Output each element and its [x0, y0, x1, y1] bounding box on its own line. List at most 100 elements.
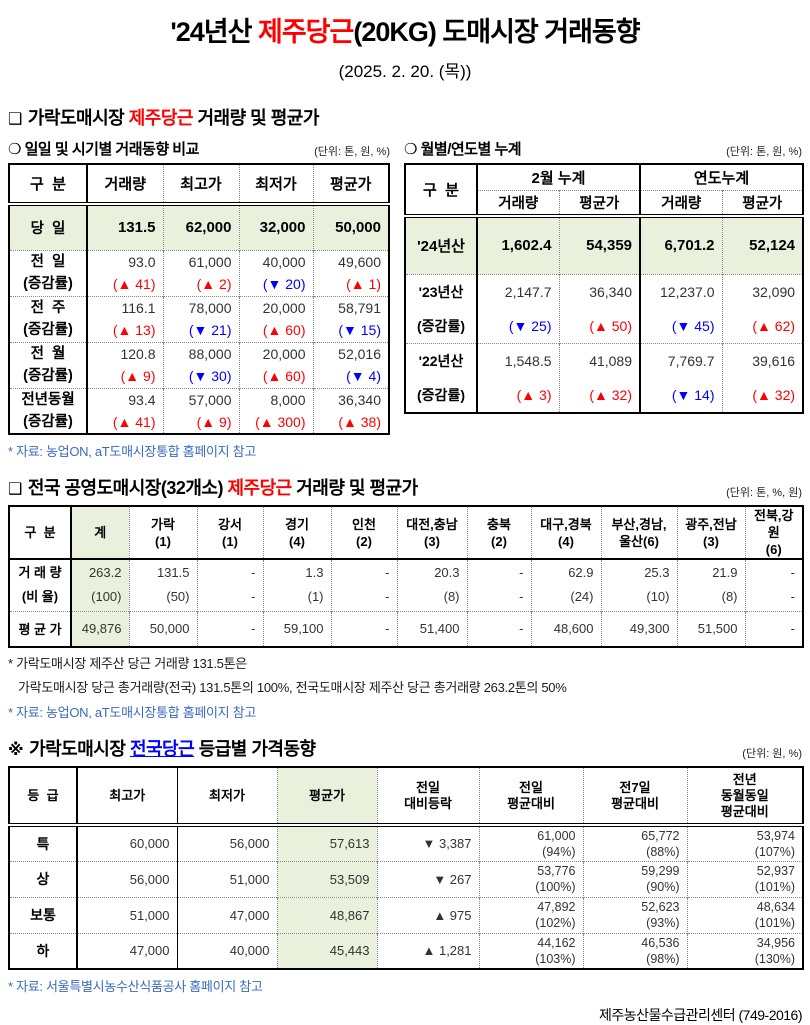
- source-footnote: * 자료: 농업ON, aT도매시장통합 홈페이지 참고: [8, 705, 256, 720]
- table-row: 상 56,000 51,000 53,509 ▼ 267 53,776 (100%…: [9, 861, 803, 897]
- column-header: 최저가: [176, 767, 277, 827]
- table-header-row: 구 분 거래량 최고가 최저가 평균가: [9, 164, 389, 206]
- value-cell: 52,124: [721, 216, 804, 274]
- table-header-row: 구 분 계 가락 (1) 강서 (1) 경기 (4) 인천 (2) 대전,충남 …: [9, 506, 803, 560]
- value-cell: 1,602.4: [476, 216, 559, 274]
- column-header: 대구,경북 (4): [530, 506, 601, 560]
- column-header: 계: [70, 506, 129, 560]
- table-subheader-row: 거래량 평균가 거래량 평균가: [405, 190, 804, 218]
- column-header: 최고가: [76, 767, 177, 827]
- value-cell: 62,000: [162, 204, 239, 250]
- change-value: (▼ 20): [262, 276, 306, 292]
- change-value: (▼ 15): [338, 322, 381, 338]
- change-value: (▲ 32): [589, 386, 633, 403]
- square-bullet-icon: ❑: [8, 111, 22, 128]
- change-value: (▲ 13): [112, 322, 156, 338]
- change-value: ▼ 267: [376, 861, 479, 897]
- column-header: 평균가: [558, 190, 641, 218]
- column-header: 부산,경남, 울산(6): [600, 506, 677, 560]
- column-header: 거래량: [86, 164, 163, 206]
- analysis-note-line1: * 가락도매시장 제주산 당근 거래량 131.5톤은: [8, 656, 247, 671]
- table-row: 전 월 (증감률) 120.8 (▲ 9) 88,000 (▼ 30) 20,000(…: [9, 342, 389, 388]
- daily-unit-label: (단위: 톤, 원, %): [314, 146, 390, 158]
- column-header: 대전,충남 (3): [396, 506, 467, 560]
- column-header: 평균가: [312, 164, 389, 206]
- daily-trend-table: 구 분 거래량 최고가 최저가 평균가 당 일 131.5 62,000 32,…: [8, 163, 390, 435]
- table-row-volume: 거 래 량 (비 율) 263.2 (100) 131.5 (50) -- 1.3 (1…: [9, 559, 803, 611]
- change-value: ▼ 3,387: [376, 825, 479, 861]
- table-header-row: 등 급 최고가 최저가 평균가 전일 대비등락 전일 평균대비 전7일 평균대비…: [9, 767, 803, 827]
- column-header: 전년 동월동일 평균대비: [686, 767, 803, 827]
- table-header-row: 구 분 2월 누계 연도누계: [405, 164, 804, 218]
- table-row: 하 47,000 40,000 45,443 ▲ 1,281 44,162 (10…: [9, 933, 803, 969]
- change-value: (▼ 4): [346, 368, 381, 384]
- column-header: 거래량: [639, 190, 723, 218]
- issuing-office: 제주농산물수급관리센터 (749-2016): [598, 1007, 803, 1023]
- table-row: '23년산 (증감률) 2,147.7 (▼ 25) 36,340 (▲ 50) 12…: [405, 274, 804, 343]
- value-cell: 50,000: [312, 204, 389, 250]
- value-cell: 32,000: [238, 204, 313, 250]
- column-header: 구 분: [9, 164, 87, 206]
- table-row-price: 평 균 가 49,876 50,000 - 59,100 - 51,400 - …: [9, 611, 803, 647]
- page-title: '24년산 제주당근(20KG) 도매시장 거래동향: [8, 10, 802, 49]
- change-value: (▲ 9): [120, 368, 156, 384]
- column-header: 구 분: [405, 164, 477, 218]
- change-value: (▲ 1): [346, 276, 381, 292]
- change-value: (▲ 50): [589, 317, 633, 334]
- title-highlight: 제주당근: [258, 17, 354, 47]
- cumulative-subheading: ❍ 월별/연도별 누계: [404, 141, 522, 158]
- reference-mark-icon: ※: [8, 742, 24, 759]
- table-row: 전년동월 (증감률) 93.4 (▲ 41) 57,000 (▲ 9) 8,000 (▲…: [9, 388, 389, 434]
- source-footnote: * 자료: 서울특별시농수산식품공사 홈페이지 참고: [8, 979, 263, 994]
- nationwide-table: 구 분 계 가락 (1) 강서 (1) 경기 (4) 인천 (2) 대전,충남 …: [8, 505, 804, 648]
- change-value: (▼ 25): [508, 317, 552, 334]
- column-header: 구 분: [9, 506, 71, 560]
- table-row: '22년산 (증감률) 1,548.5 (▲ 3) 41,089 (▲ 32) 7,7…: [405, 343, 804, 413]
- column-header: 평균가: [721, 190, 804, 218]
- column-header: 전북,강원 (6): [744, 506, 803, 560]
- title-prefix: '24년산: [170, 17, 258, 47]
- change-value: (▼ 30): [188, 368, 232, 384]
- value-cell: 54,359: [558, 216, 641, 274]
- row-label: 당 일: [30, 221, 66, 238]
- grade-price-table: 등 급 최고가 최저가 평균가 전일 대비등락 전일 평균대비 전7일 평균대비…: [8, 766, 804, 970]
- change-value: (▼ 21): [188, 322, 232, 338]
- section2-heading: ❑ 전국 공영도매시장(32개소) 제주당근 거래량 및 평균가: [8, 478, 418, 498]
- change-value: (▼ 14): [671, 386, 715, 403]
- section3-heading: ※ 가락도매시장 전국당근 등급별 가격동향: [8, 739, 316, 759]
- table-row: 특 60,000 56,000 57,613 ▼ 3,387 61,000 (94…: [9, 825, 803, 861]
- change-value: ▲ 975: [376, 897, 479, 933]
- change-value: (▲ 62): [752, 317, 796, 334]
- column-header: 전일 평균대비: [478, 767, 583, 827]
- daily-subheading: ❍ 일일 및 시기별 거래동향 비교: [8, 141, 199, 158]
- change-value: (▲ 9): [196, 413, 232, 430]
- section3-unit-label: (단위: 원, %): [742, 748, 802, 760]
- table-row: 전 주 (증감률) 116.1 (▲ 13) 78,000 (▼ 21) 20,000…: [9, 296, 389, 342]
- change-value: (▲ 32): [752, 386, 796, 403]
- change-value: (▼ 45): [671, 317, 715, 334]
- table-row-today: 당 일 131.5 62,000 32,000 50,000: [9, 204, 389, 250]
- change-value: ▲ 1,281: [376, 933, 479, 969]
- value-cell: 131.5: [86, 204, 163, 250]
- cumulative-unit-label: (단위: 톤, 원, %): [726, 146, 802, 158]
- column-header: 경기 (4): [262, 506, 331, 560]
- change-value: (▲ 2): [196, 276, 232, 292]
- column-header: 광주,전남 (3): [676, 506, 745, 560]
- change-value: (▲ 3): [516, 386, 552, 403]
- change-value: (▲ 41): [112, 413, 156, 430]
- table-row: 전 일 (증감률) 93.0 (▲ 41) 61,000 (▲ 2) 40,000 (▼…: [9, 250, 389, 296]
- column-header: 충북 (2): [466, 506, 531, 560]
- square-bullet-icon: ❑: [8, 481, 22, 498]
- change-value: (▲ 300): [255, 413, 306, 430]
- column-header: 인천 (2): [330, 506, 397, 560]
- table-row-featured: '24년산 1,602.4 54,359 6,701.2 52,124: [405, 216, 804, 274]
- row-label: '24년산: [417, 238, 465, 256]
- cumulative-table: 구 분 2월 누계 연도누계 거래량 평균가 거래량 평균가 '24년산 1,6…: [404, 163, 805, 414]
- source-footnote: * 자료: 농업ON, aT도매시장통합 홈페이지 참고: [8, 444, 256, 459]
- group-header: 연도누계: [639, 164, 804, 190]
- report-document: '24년산 제주당근(20KG) 도매시장 거래동향 (2025. 2. 20.…: [8, 10, 805, 1025]
- column-header: 거래량: [476, 190, 559, 218]
- column-header: 최저가: [238, 164, 313, 206]
- section1-heading: ❑ 가락도매시장 제주당근 거래량 및 평균가: [8, 108, 319, 128]
- section2-unit-label: (단위: 톤, %, 원): [726, 487, 802, 499]
